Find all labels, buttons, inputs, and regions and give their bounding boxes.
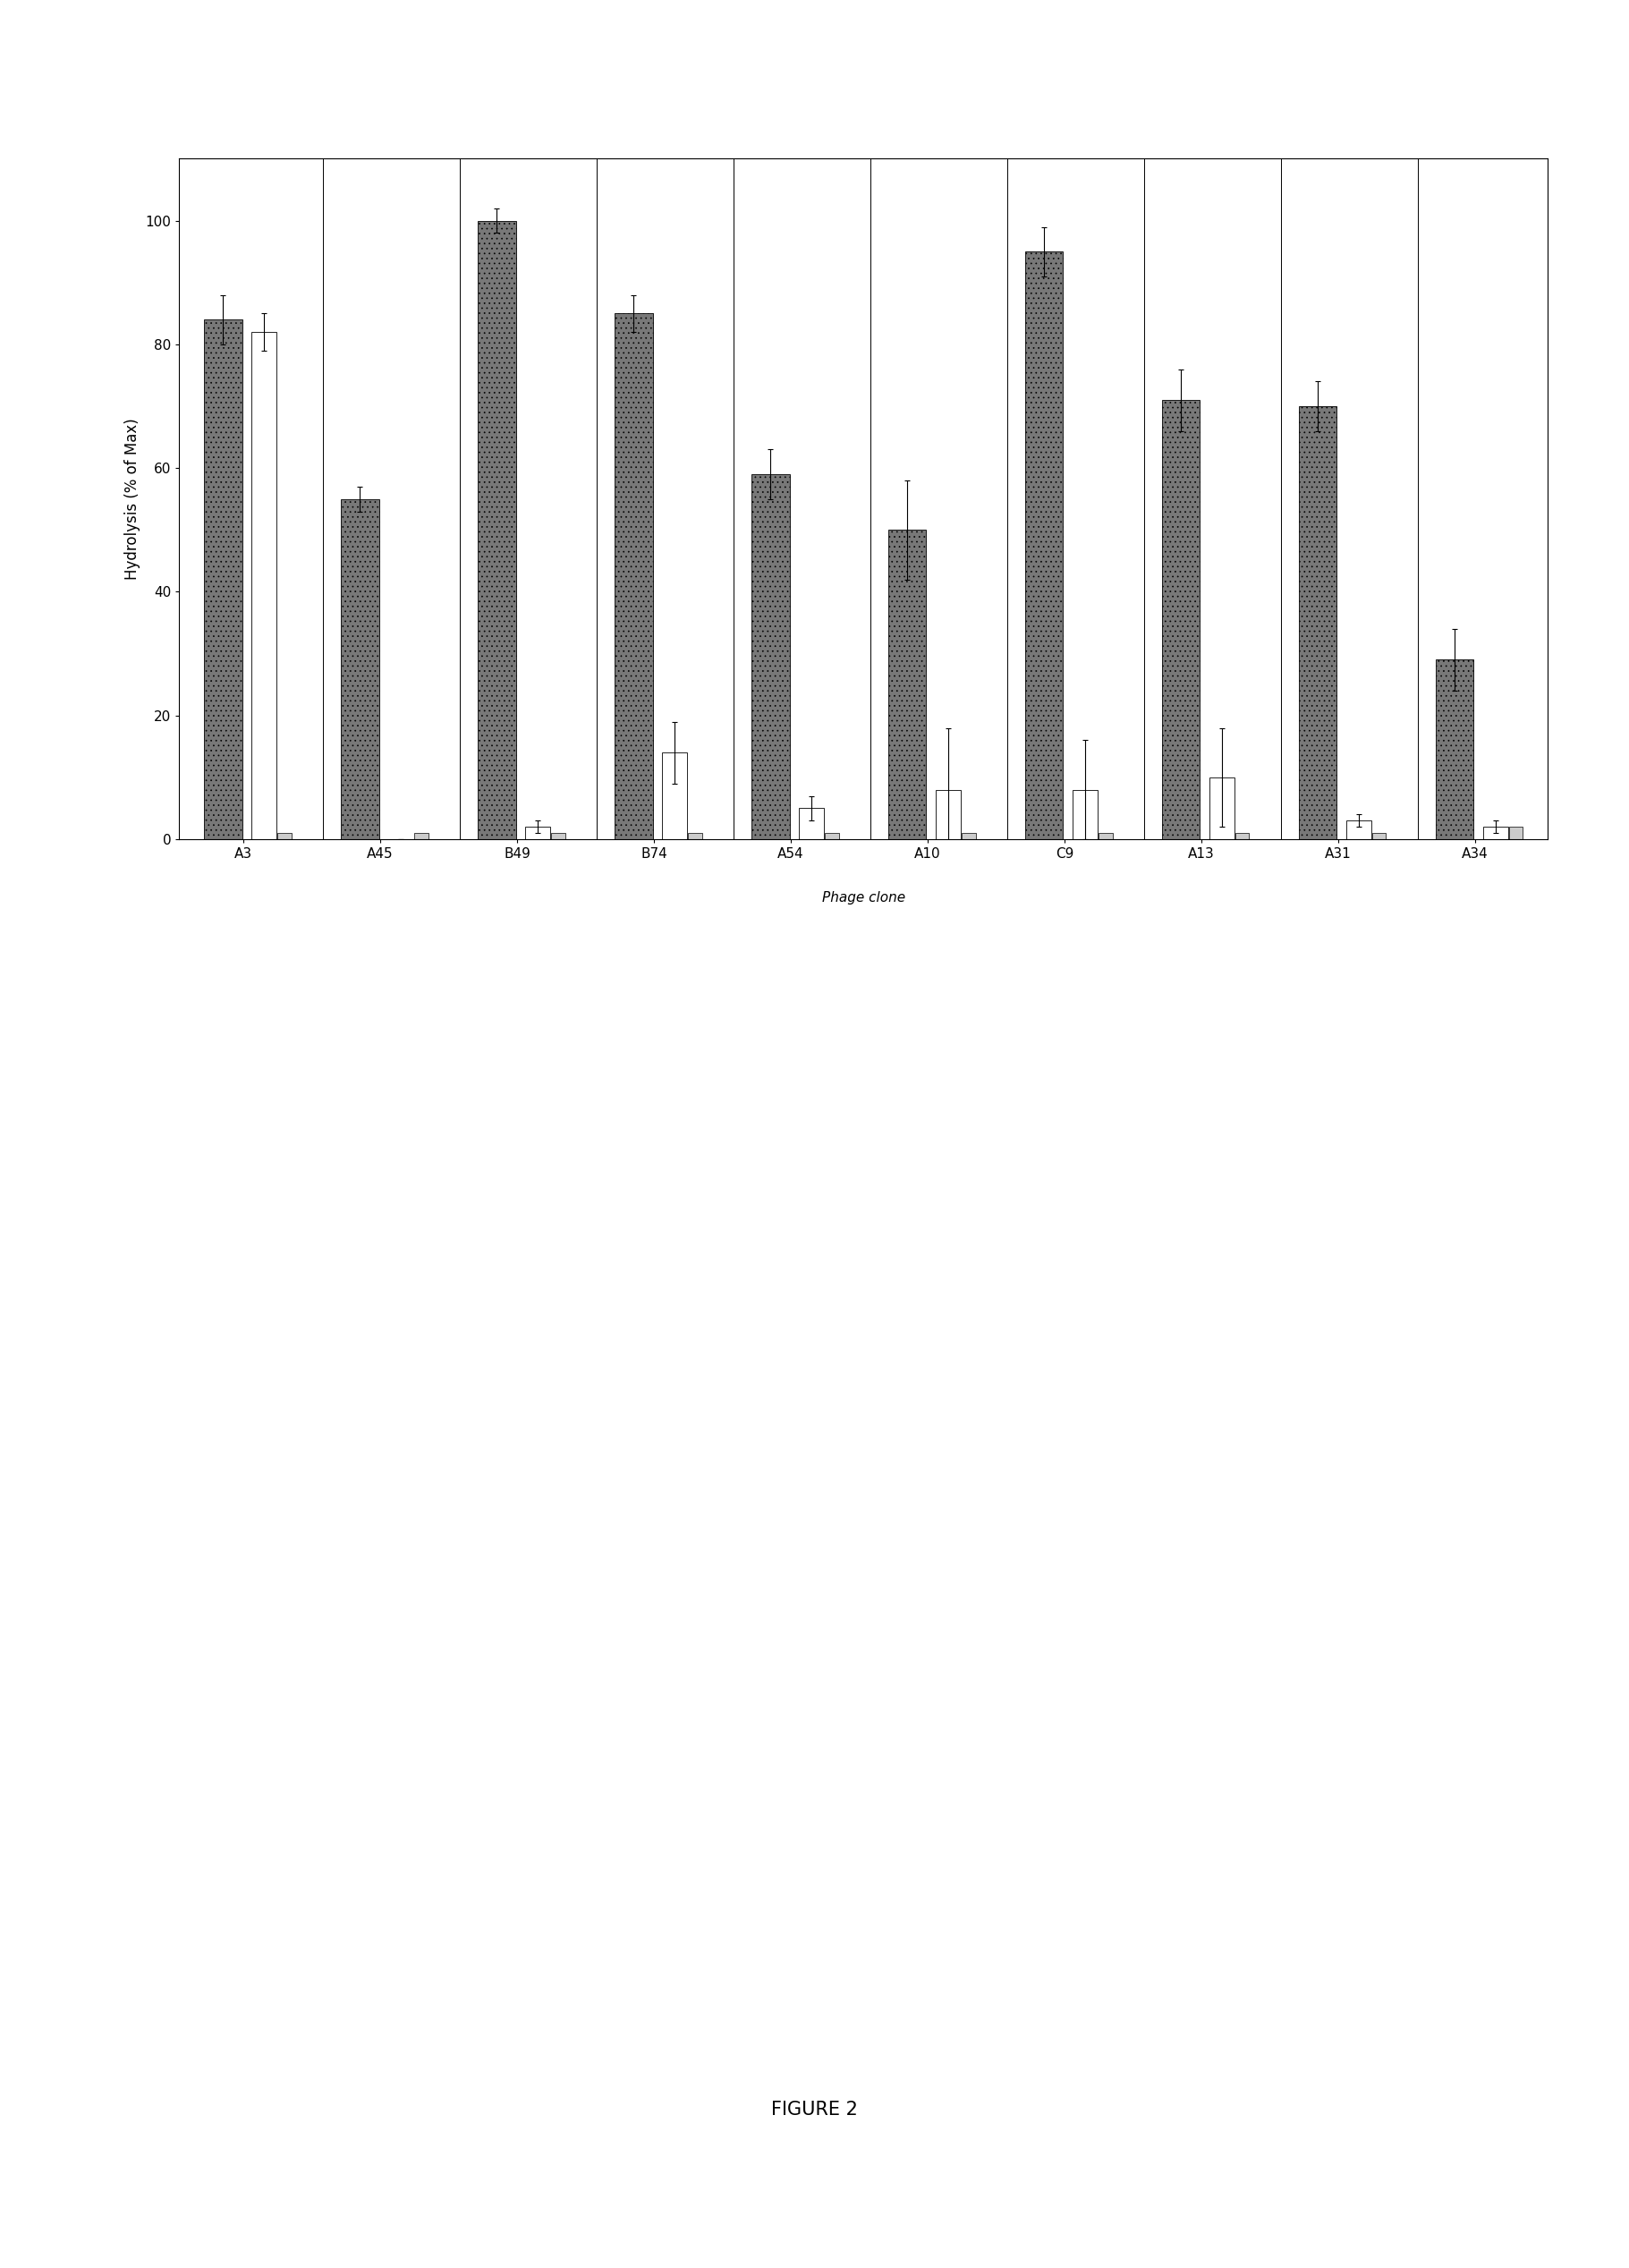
Bar <box>614 313 653 839</box>
Text: Phage clone: Phage clone <box>821 891 906 905</box>
Bar <box>800 807 824 839</box>
Bar <box>1074 789 1098 839</box>
Bar <box>961 832 976 839</box>
Bar <box>1435 660 1474 839</box>
Bar <box>477 220 516 839</box>
Bar <box>204 320 243 839</box>
Bar <box>1298 406 1337 839</box>
Bar <box>414 832 428 839</box>
Bar <box>526 828 551 839</box>
Bar <box>551 832 565 839</box>
Bar <box>1025 252 1064 839</box>
Bar <box>1235 832 1249 839</box>
Bar <box>824 832 839 839</box>
Bar <box>252 331 277 839</box>
Bar <box>1372 832 1386 839</box>
Bar <box>888 531 927 839</box>
Bar <box>1347 821 1372 839</box>
Bar <box>687 832 702 839</box>
Bar <box>1508 828 1523 839</box>
Text: FIGURE 2: FIGURE 2 <box>771 2100 858 2118</box>
Y-axis label: Hydrolysis (% of Max): Hydrolysis (% of Max) <box>124 417 140 581</box>
Bar <box>751 474 790 839</box>
Bar <box>277 832 292 839</box>
Bar <box>340 499 380 839</box>
Bar <box>937 789 961 839</box>
Bar <box>1210 778 1235 839</box>
Bar <box>1161 399 1201 839</box>
Bar <box>1098 832 1113 839</box>
Bar <box>1484 828 1508 839</box>
Bar <box>663 753 687 839</box>
